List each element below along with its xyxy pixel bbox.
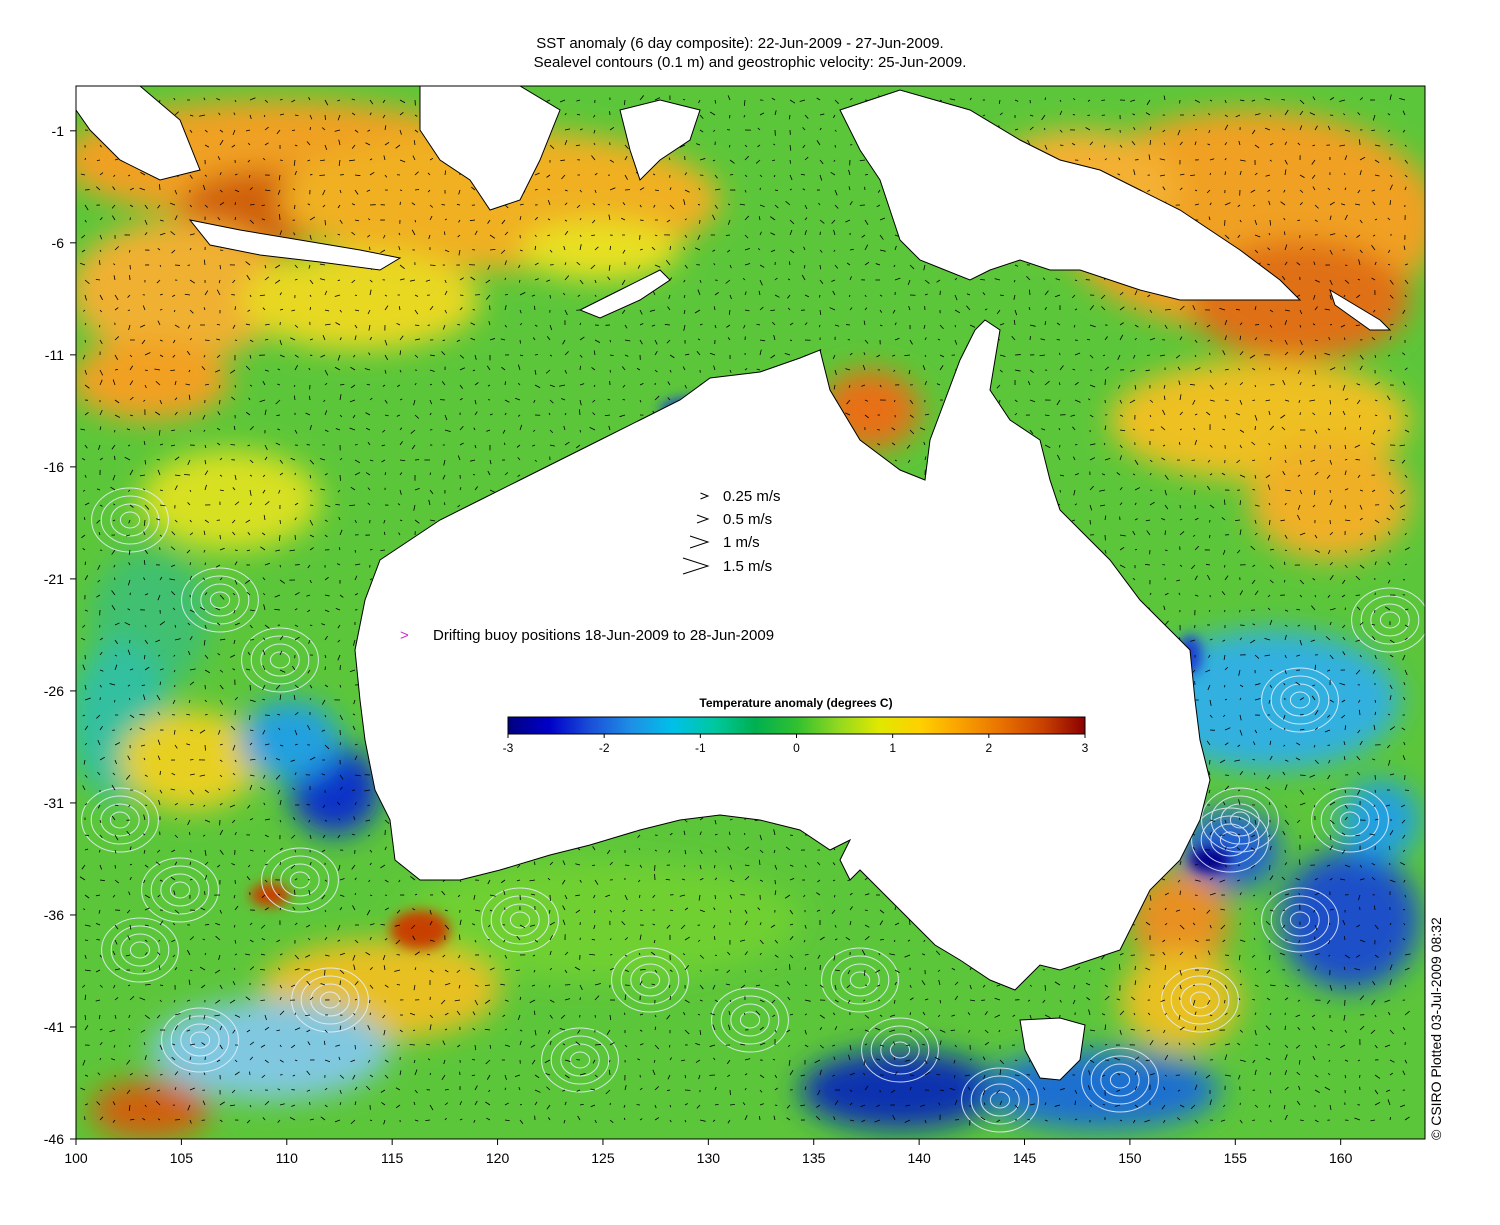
y-tick-label: -31 — [44, 795, 64, 811]
y-tick-label: -41 — [44, 1019, 64, 1035]
new-guinea-landmass — [839, 89, 1302, 301]
x-axis: 100 105 110 115 120 125 130 135 140 145 150 155 160 — [64, 1139, 1353, 1166]
copyright-label: © CSIRO Plotted 03-Jul-2009 08:32 — [1428, 917, 1444, 1140]
colorbar-tick-label: 3 — [1082, 741, 1089, 755]
colorbar-tick-label: 1 — [889, 741, 896, 755]
colorbar-tick-label: 2 — [985, 741, 992, 755]
colorbar-tick-label: 0 — [793, 741, 800, 755]
x-tick-label: 135 — [802, 1150, 826, 1166]
australia-landmass — [354, 319, 1211, 991]
buoy-legend: > Drifting buoy positions 18-Jun-2009 to… — [400, 627, 774, 644]
x-tick-label: 115 — [381, 1150, 404, 1166]
x-tick-label: 155 — [1224, 1150, 1248, 1166]
colorbar-tick-label: -3 — [503, 741, 514, 755]
y-tick-label: -11 — [45, 347, 64, 363]
velocity-arrow-icon — [696, 514, 710, 524]
y-axis: -1 -6 -11 -16 -21 -26 -31 -36 -41 -46 — [44, 123, 76, 1147]
colorbar-tick-label: -1 — [695, 741, 706, 755]
y-tick-label: -1 — [52, 123, 65, 139]
y-tick-label: -16 — [44, 459, 64, 475]
x-tick-label: 100 — [64, 1150, 88, 1166]
land-masses — [75, 85, 1392, 1081]
colorbar-gradient — [507, 716, 1086, 735]
x-tick-label: 120 — [486, 1150, 510, 1166]
borneo-landmass — [419, 85, 561, 211]
y-tick-label: -21 — [44, 571, 64, 587]
colorbar-tick-label: -2 — [599, 741, 610, 755]
x-tick-label: 110 — [276, 1150, 299, 1166]
x-tick-label: 160 — [1329, 1150, 1353, 1166]
y-tick-label: -6 — [52, 235, 65, 251]
velocity-legend-label: 1.5 m/s — [723, 558, 772, 575]
velocity-legend-label: 0.5 m/s — [723, 511, 772, 528]
x-tick-label: 150 — [1118, 1150, 1142, 1166]
y-tick-label: -46 — [44, 1131, 64, 1147]
plot-frame — [75, 85, 1426, 1140]
map-title-line1: SST anomaly (6 day composite): 22-Jun-20… — [536, 35, 944, 52]
colorbar-title: Temperature anomaly (degrees C) — [699, 696, 892, 710]
velocity-arrow-icon — [700, 492, 710, 500]
y-tick-label: -26 — [44, 683, 64, 699]
velocity-legend: 0.25 m/s 0.5 m/s 1 m/s 1.5 m/s — [682, 488, 781, 575]
x-tick-label: 125 — [591, 1150, 615, 1166]
java-landmass — [188, 219, 402, 271]
solomon-landmass — [1329, 288, 1392, 331]
map-title-line2: Sealevel contours (0.1 m) and geostrophi… — [533, 54, 967, 71]
timor-landmass — [578, 269, 671, 319]
x-tick-label: 105 — [170, 1150, 194, 1166]
x-tick-label: 145 — [1013, 1150, 1037, 1166]
x-tick-label: 130 — [697, 1150, 721, 1166]
tasmania-landmass — [1019, 1017, 1086, 1081]
sumatra-landmass — [75, 85, 201, 181]
velocity-legend-label: 0.25 m/s — [723, 488, 781, 505]
colorbar: Temperature anomaly (degrees C) -3 -2 -1 0 1… — [503, 696, 1089, 755]
buoy-legend-label: Drifting buoy positions 18-Jun-2009 to 2… — [433, 627, 774, 644]
y-tick-label: -36 — [44, 907, 64, 923]
sulawesi-landmass — [619, 99, 701, 181]
buoy-symbol-icon: > — [400, 627, 409, 644]
velocity-arrow-icon — [689, 535, 710, 549]
velocity-legend-label: 1 m/s — [723, 534, 760, 551]
x-tick-label: 140 — [907, 1150, 931, 1166]
velocity-arrow-icon — [682, 557, 710, 575]
